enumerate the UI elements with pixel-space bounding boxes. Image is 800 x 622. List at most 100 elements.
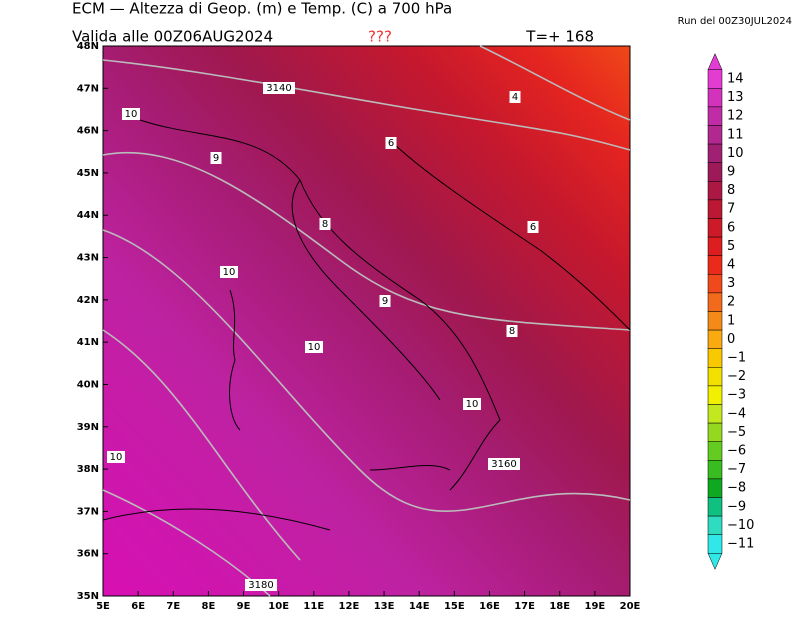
- colorbar-label: −2: [727, 369, 746, 384]
- colorbar-cell: [707, 274, 723, 294]
- lon-label: 12E: [339, 601, 360, 612]
- contour-label: 4: [512, 92, 518, 103]
- lon-label: 18E: [549, 601, 570, 612]
- colorbar-cell: [707, 367, 723, 387]
- lat-label: 42N: [77, 295, 99, 306]
- contour-label: 10: [466, 399, 479, 410]
- colorbar-cell: [707, 236, 723, 256]
- lon-label: 8E: [202, 601, 216, 612]
- colorbar-cell: [707, 199, 723, 219]
- colorbar-cell: [707, 311, 723, 331]
- flag: ???: [368, 28, 392, 46]
- colorbar-cell: [707, 292, 723, 312]
- colorbar-top-arrow: [707, 53, 723, 70]
- contour-label: 9: [382, 296, 388, 307]
- colorbar-bottom-arrow: [707, 553, 723, 570]
- colorbar-label: 10: [727, 146, 744, 161]
- colorbar-label: −5: [727, 425, 746, 440]
- lon-label: 16E: [479, 601, 500, 612]
- colorbar-label: 14: [727, 72, 744, 87]
- contour-label-bg: [210, 152, 222, 164]
- contour-label: 3140: [266, 83, 291, 94]
- coastlines: [102, 119, 631, 531]
- lat-label: 41N: [77, 337, 99, 348]
- colorbar-cell: [707, 460, 723, 480]
- colorbar-label: 12: [727, 109, 744, 124]
- colorbar-label: 11: [727, 127, 744, 142]
- colorbar-cell: [707, 385, 723, 405]
- lat-label: 38N: [77, 464, 99, 475]
- colorbar-label: 7: [727, 202, 735, 217]
- lon-label: 17E: [514, 601, 535, 612]
- colorbar-cell: [707, 534, 723, 554]
- colorbar-cell: [707, 441, 723, 461]
- colorbar-label: 0: [727, 332, 735, 347]
- colorbar-cell: [707, 255, 723, 275]
- colorbar-cell: [707, 125, 723, 145]
- lon-label: 13E: [374, 601, 395, 612]
- colorbar-label: −11: [727, 537, 754, 552]
- isohypses: [102, 45, 631, 597]
- colorbar-cell: [707, 88, 723, 108]
- colorbar-cell: [707, 478, 723, 498]
- forecast-step: T=+ 168: [525, 28, 594, 46]
- lon-label: 5E: [96, 601, 110, 612]
- colorbar-label: −1: [727, 351, 746, 366]
- contour-label-bg: [488, 458, 520, 470]
- lat-label: 36N: [77, 549, 99, 560]
- colorbar-label: −6: [727, 444, 746, 459]
- contour-label-bg: [107, 451, 125, 463]
- colorbar-cell: [707, 515, 723, 535]
- colorbar-cell: [707, 348, 723, 368]
- colorbar-label: 1: [727, 313, 735, 328]
- colorbar-label: 9: [727, 165, 735, 180]
- colorbar-label: −10: [727, 518, 754, 533]
- lon-label: 6E: [131, 601, 145, 612]
- title: ECM — Altezza di Geop. (m) e Temp. (C) a…: [72, 0, 452, 18]
- contour-label-bg: [509, 91, 521, 103]
- lon-label: 14E: [409, 601, 430, 612]
- contour-label-bg: [463, 398, 481, 410]
- lat-label: 45N: [77, 168, 99, 179]
- run-info: Run del 00Z30JUL2024: [678, 16, 792, 27]
- lat-label: 39N: [77, 422, 99, 433]
- colorbar-label: 3: [727, 276, 735, 291]
- contour-label-bg: [305, 341, 323, 353]
- lon-label: 19E: [584, 601, 605, 612]
- colorbar-cell: [707, 422, 723, 442]
- contour-label: 8: [322, 219, 328, 230]
- map-area: [102, 45, 631, 597]
- colorbar-label: 5: [727, 239, 735, 254]
- contour-label-bg: [122, 108, 140, 120]
- contour-label-bg: [263, 82, 295, 94]
- colorbar-cell: [707, 162, 723, 182]
- contour-label-bg: [245, 579, 277, 591]
- contour-label-bg: [527, 221, 539, 233]
- contour-label: 10: [223, 267, 236, 278]
- contour-label: 8: [509, 326, 515, 337]
- contour-label: 10: [125, 109, 138, 120]
- colorbar-label: −7: [727, 462, 746, 477]
- colorbar-label: 6: [727, 220, 735, 235]
- lat-label: 43N: [77, 253, 99, 264]
- colorbar-cell: [707, 497, 723, 517]
- lat-label: 47N: [77, 83, 99, 94]
- contour-label: 10: [308, 342, 321, 353]
- lat-label: 48N: [77, 41, 99, 52]
- contour-label: 10: [110, 452, 123, 463]
- contour-label: 9: [213, 153, 219, 164]
- contour-label: 3160: [491, 459, 516, 470]
- lat-label: 46N: [77, 126, 99, 137]
- lat-label: 44N: [77, 210, 99, 221]
- contour-label-bg: [385, 137, 397, 149]
- lat-label: 35N: [77, 591, 99, 602]
- lon-label: 15E: [444, 601, 465, 612]
- lat-label: 37N: [77, 506, 99, 517]
- colorbar-cell: [707, 143, 723, 163]
- colorbar-cell: [707, 106, 723, 126]
- colorbar-cell: [707, 404, 723, 424]
- colorbar-cell: [707, 218, 723, 238]
- contour-label-bg: [506, 325, 518, 337]
- colorbar-cell: [707, 181, 723, 201]
